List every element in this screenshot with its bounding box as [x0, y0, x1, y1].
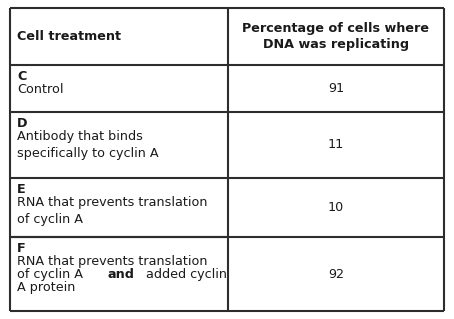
Text: Cell treatment: Cell treatment — [17, 30, 121, 43]
Text: Antibody that binds
specifically to cyclin A: Antibody that binds specifically to cycl… — [17, 130, 158, 160]
Text: 11: 11 — [328, 138, 344, 152]
Text: Control: Control — [17, 83, 64, 96]
Text: C: C — [17, 70, 26, 83]
Text: 91: 91 — [328, 82, 344, 95]
Text: RNA that prevents translation
of cyclin A: RNA that prevents translation of cyclin … — [17, 196, 207, 226]
Text: A protein: A protein — [17, 281, 75, 294]
Text: and: and — [107, 268, 134, 281]
Text: Percentage of cells where
DNA was replicating: Percentage of cells where DNA was replic… — [242, 22, 429, 51]
Text: added cyclin: added cyclin — [142, 268, 227, 281]
Text: D: D — [17, 117, 28, 130]
Text: RNA that prevents translation: RNA that prevents translation — [17, 255, 207, 268]
Text: E: E — [17, 183, 25, 196]
Text: 10: 10 — [328, 201, 344, 214]
Text: of cyclin A: of cyclin A — [17, 268, 87, 281]
Text: 92: 92 — [328, 268, 344, 280]
Text: F: F — [17, 242, 26, 255]
